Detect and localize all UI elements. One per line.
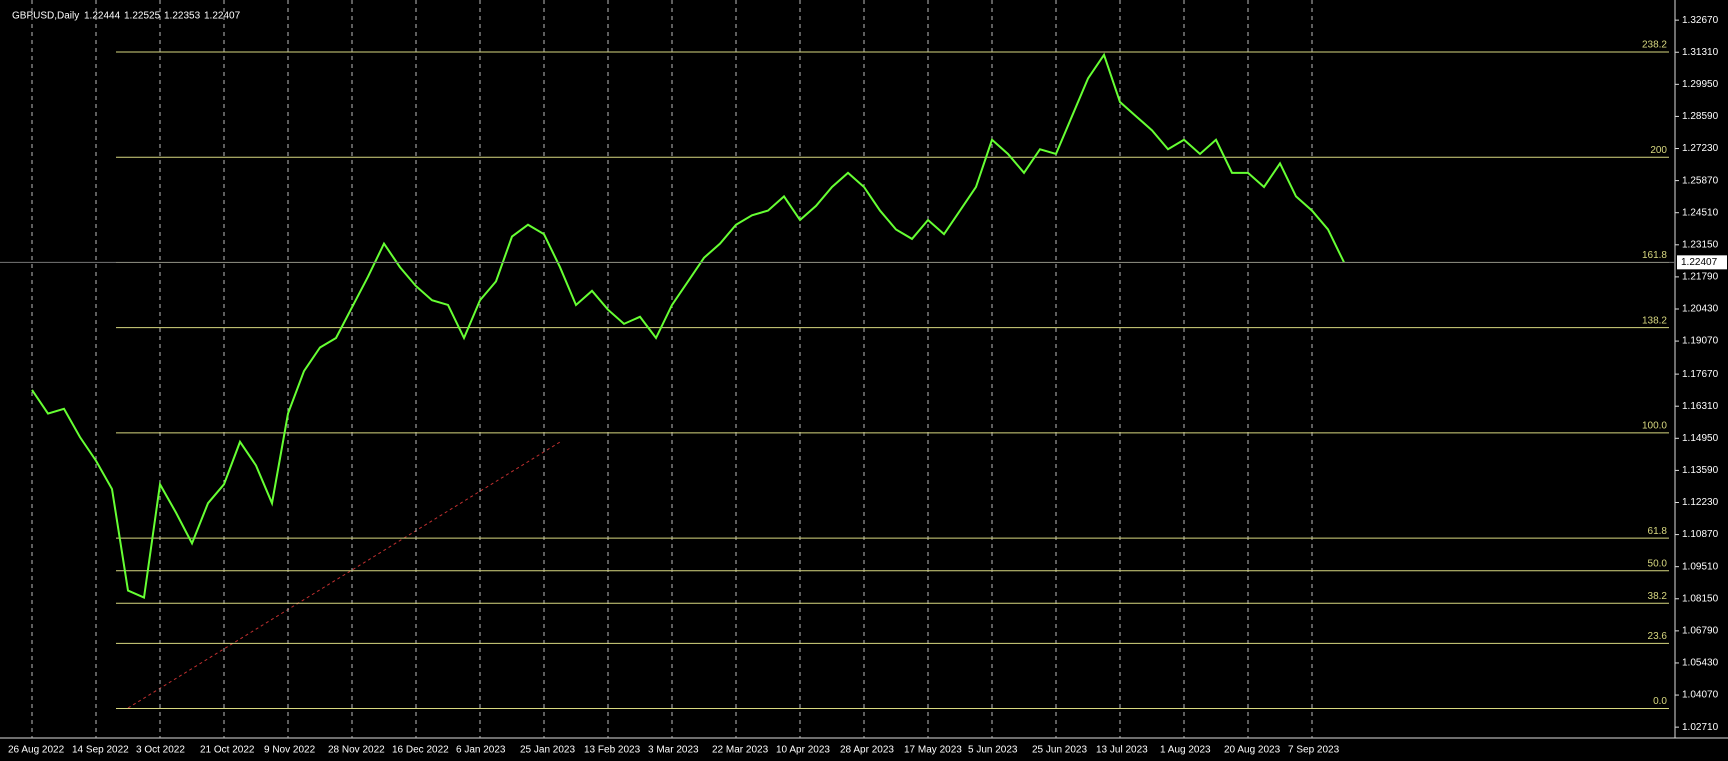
y-tick-label: 1.17670 [1682,369,1719,380]
y-tick-label: 1.08150 [1682,593,1719,604]
x-tick-label: 3 Mar 2023 [648,745,699,756]
fib-level-label: 200 [1650,145,1667,156]
y-tick-label: 1.29950 [1682,79,1719,90]
y-tick-label: 1.05430 [1682,658,1719,669]
y-tick-label: 1.04070 [1682,690,1719,701]
fib-level-label: 23.6 [1648,631,1668,642]
y-tick-label: 1.32670 [1682,15,1719,26]
x-tick-label: 16 Dec 2022 [392,745,449,756]
close-price: 1.22407 [204,11,241,22]
y-tick-label: 1.31310 [1682,47,1719,58]
x-tick-label: 20 Aug 2023 [1224,745,1281,756]
y-tick-label: 1.13590 [1682,465,1719,476]
x-tick-label: 1 Aug 2023 [1160,745,1211,756]
x-tick-label: 10 Apr 2023 [776,745,830,756]
y-tick-label: 1.25870 [1682,175,1719,186]
y-tick-label: 1.14950 [1682,433,1719,444]
y-tick-label: 1.27230 [1682,143,1719,154]
y-tick-label: 1.12230 [1682,497,1719,508]
x-tick-label: 6 Jan 2023 [456,745,506,756]
x-tick-label: 17 May 2023 [904,745,962,756]
x-tick-label: 14 Sep 2022 [72,745,129,756]
current-price-box [1677,255,1727,270]
chart-title: GBPUSD,Daily [12,11,79,22]
y-tick-label: 1.10870 [1682,529,1719,540]
low-price: 1.22353 [164,11,201,22]
price-line [31,52,1345,600]
fib-level-label: 0.0 [1653,696,1667,707]
x-tick-label: 7 Sep 2023 [1288,745,1340,756]
y-tick-label: 1.20430 [1682,304,1719,315]
x-tick-label: 13 Jul 2023 [1096,745,1148,756]
x-tick-label: 28 Nov 2022 [328,745,385,756]
y-tick-label: 1.28590 [1682,111,1719,122]
current-price-label: 1.22407 [1681,257,1718,268]
x-tick-label: 3 Oct 2022 [136,745,185,756]
y-tick-label: 1.06790 [1682,626,1719,637]
x-tick-label: 5 Jun 2023 [968,745,1018,756]
fib-level-label: 50.0 [1648,558,1668,569]
y-tick-label: 1.21790 [1682,272,1719,283]
x-tick-label: 13 Feb 2023 [584,745,641,756]
y-tick-label: 1.02710 [1682,722,1719,733]
trend-line [127,441,561,709]
y-tick-label: 1.19070 [1682,336,1719,347]
fib-level-label: 138.2 [1642,315,1667,326]
y-tick-label: 1.09510 [1682,561,1719,572]
fib-level-label: 238.2 [1642,40,1667,51]
x-tick-label: 22 Mar 2023 [712,745,769,756]
fib-level-label: 100.0 [1642,421,1667,432]
y-tick-label: 1.23150 [1682,239,1719,250]
x-tick-label: 26 Aug 2022 [8,745,65,756]
fib-level-label: 161.8 [1642,250,1667,261]
y-tick-label: 1.16310 [1682,401,1719,412]
x-tick-label: 25 Jun 2023 [1032,745,1087,756]
high-price: 1.22525 [124,11,161,22]
fib-level-label: 61.8 [1648,526,1668,537]
x-tick-label: 28 Apr 2023 [840,745,894,756]
y-tick-label: 1.24510 [1682,207,1719,218]
fib-level-label: 38.2 [1648,591,1668,602]
x-tick-label: 9 Nov 2022 [264,745,316,756]
x-tick-label: 21 Oct 2022 [200,745,255,756]
open-price: 1.22444 [84,11,121,22]
x-tick-label: 25 Jan 2023 [520,745,575,756]
